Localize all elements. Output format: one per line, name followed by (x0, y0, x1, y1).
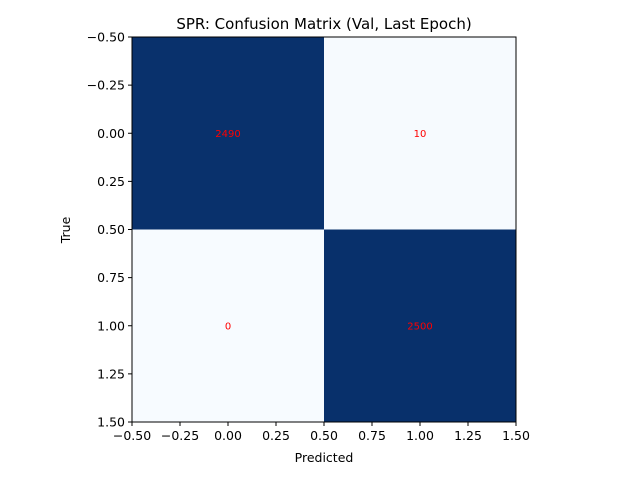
y-tick-label: 1.50 (97, 415, 125, 430)
y-tick-label: 0.00 (97, 126, 125, 141)
x-tick-label: 1.25 (454, 428, 482, 443)
y-tick-label: −0.25 (87, 78, 125, 93)
y-tick-label: 0.50 (97, 222, 125, 237)
x-tick-label: −0.25 (161, 428, 199, 443)
cell-label-1-1: 2500 (407, 321, 432, 332)
y-tick-label: 0.25 (97, 174, 125, 189)
heatmap-cell-0-0 (132, 37, 324, 230)
y-axis-ticks: −0.50 −0.25 0.00 0.25 0.50 0.75 1.00 1.25 1.50 (87, 30, 132, 430)
cell-label-0-1: 10 (414, 129, 427, 140)
y-tick-label: −0.50 (87, 30, 125, 45)
cell-label-1-0: 0 (225, 321, 231, 332)
x-tick-label: 0.50 (310, 428, 338, 443)
y-tick-label: 1.00 (97, 318, 125, 333)
cell-value-labels: 2490 10 0 2500 (215, 129, 432, 333)
x-axis-ticks: −0.50 −0.25 0.00 0.25 0.50 0.75 1.00 1.25 1.50 (113, 422, 530, 443)
x-tick-label: 0.00 (214, 428, 242, 443)
x-axis-title: Predicted (295, 450, 354, 465)
chart-title: SPR: Confusion Matrix (Val, Last Epoch) (176, 15, 471, 33)
y-tick-label: 1.25 (97, 366, 125, 381)
x-tick-label: 1.00 (406, 428, 434, 443)
x-tick-label: 1.50 (502, 428, 530, 443)
heatmap-cell-1-1 (324, 229, 516, 422)
heatmap-cell-1-0 (132, 229, 324, 422)
y-axis-title: True (58, 216, 73, 244)
y-tick-label: 0.75 (97, 270, 125, 285)
x-tick-label: −0.50 (113, 428, 151, 443)
x-tick-label: 0.75 (358, 428, 386, 443)
cell-label-0-0: 2490 (215, 129, 240, 140)
x-tick-label: 0.25 (262, 428, 290, 443)
heatmap-cell-0-1 (324, 37, 516, 230)
heatmap-cells (132, 37, 516, 422)
